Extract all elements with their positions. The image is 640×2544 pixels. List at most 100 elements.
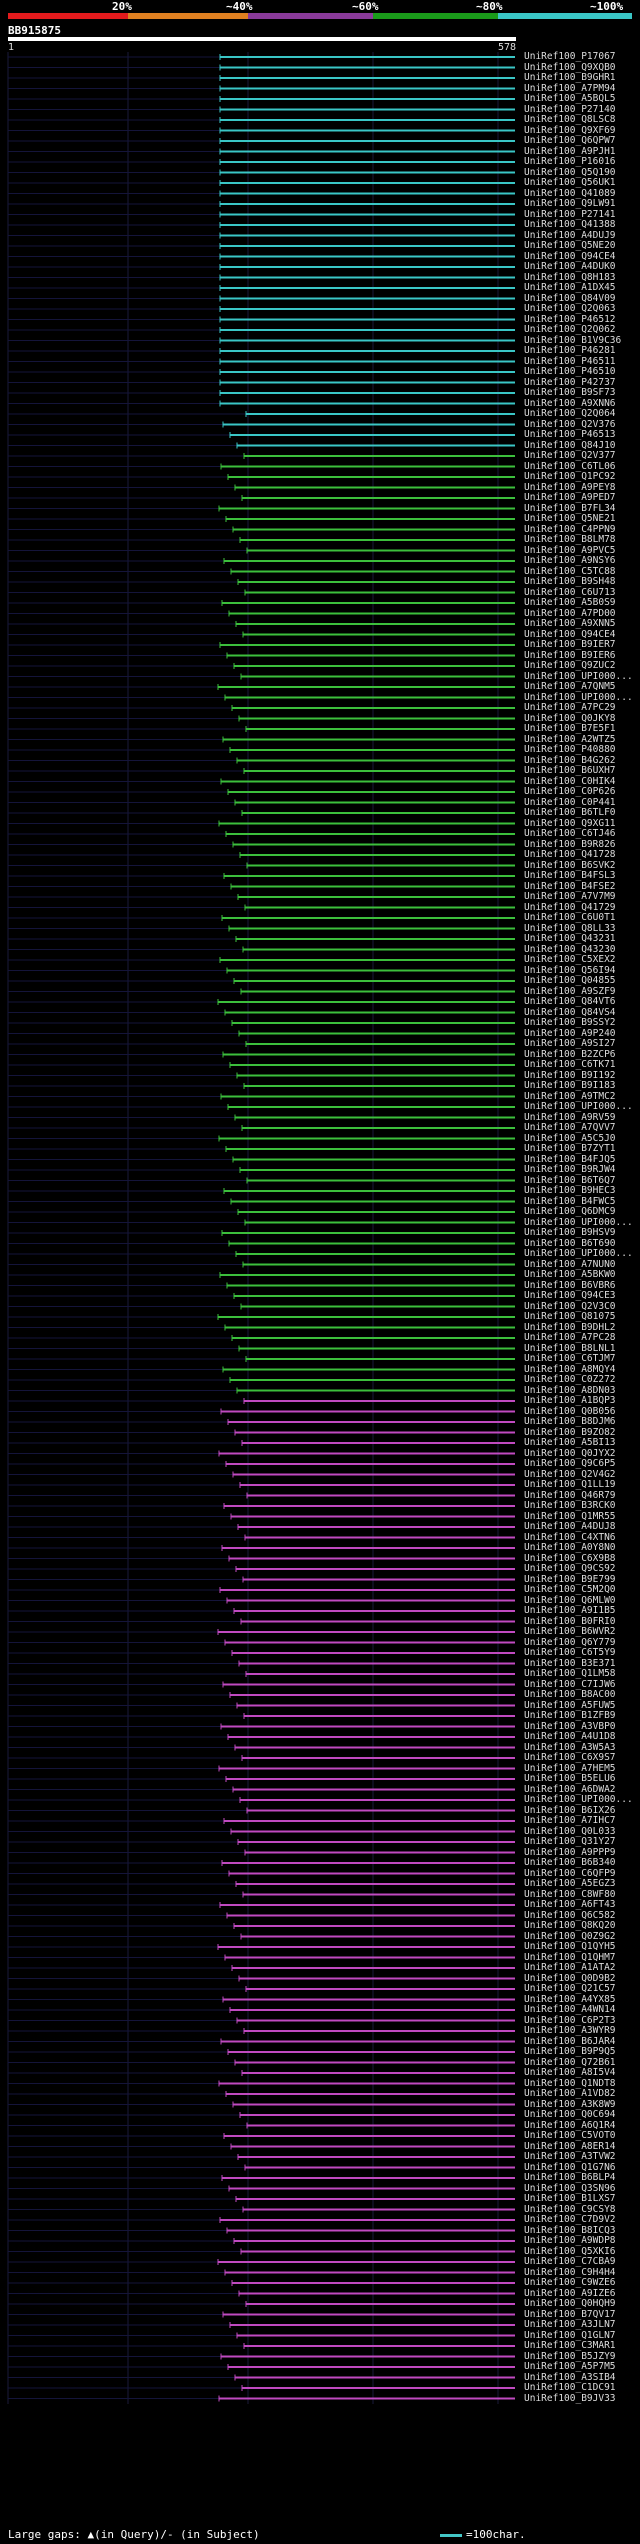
hit-label[interactable]: UniRef100_Q84VS4 xyxy=(524,1006,616,1018)
hit-label[interactable]: UniRef100_B6T690 xyxy=(524,1237,616,1249)
hit-label[interactable]: UniRef100_Q04855 xyxy=(524,975,616,986)
hit-label[interactable]: UniRef100_A1BQP3 xyxy=(524,1395,616,1406)
hit-label[interactable]: UniRef100_Q1NDT8 xyxy=(524,2077,616,2089)
hit-label[interactable]: UniRef100_B9HSV9 xyxy=(524,1227,616,1238)
hit-label[interactable]: UniRef100_Q2V376 xyxy=(524,418,616,430)
hit-label[interactable]: UniRef100_B9SH48 xyxy=(524,576,616,587)
hit-label[interactable]: UniRef100_P40880 xyxy=(524,744,616,755)
hit-label[interactable]: UniRef100_B6BLP4 xyxy=(524,2172,616,2183)
hit-label[interactable]: UniRef100_B8LM78 xyxy=(524,534,616,545)
hit-label[interactable]: UniRef100_B9HEC3 xyxy=(524,1185,616,1196)
hit-label[interactable]: UniRef100_B0FRI0 xyxy=(524,1615,616,1627)
hit-label[interactable]: UniRef100_Q6QPW7 xyxy=(524,135,616,146)
hit-label[interactable]: UniRef100_A3W5A3 xyxy=(524,1741,616,1753)
hit-label[interactable]: UniRef100_A7PC28 xyxy=(524,1332,616,1343)
hit-label[interactable]: UniRef100_B9IER7 xyxy=(524,639,616,650)
hit-label[interactable]: UniRef100_B5ELU6 xyxy=(524,1773,616,1784)
hit-label[interactable]: UniRef100_B9SSY2 xyxy=(524,1017,616,1028)
hit-label[interactable]: UniRef100_B4FJQ5 xyxy=(524,1153,616,1165)
hit-label[interactable]: UniRef100_B9JV33 xyxy=(524,2392,616,2404)
hit-label[interactable]: UniRef100_C9CSY8 xyxy=(524,2203,616,2215)
hit-label[interactable]: UniRef100_Q1LL19 xyxy=(524,1479,616,1490)
hit-label[interactable]: UniRef100_UPI000... xyxy=(524,1248,633,1259)
hit-label[interactable]: UniRef100_Q43230 xyxy=(524,943,616,955)
hit-label[interactable]: UniRef100_P42737 xyxy=(524,376,616,388)
hit-label[interactable]: UniRef100_Q56UK1 xyxy=(524,177,616,188)
hit-label[interactable]: UniRef100_Q94CE3 xyxy=(524,1290,616,1301)
hit-label[interactable]: UniRef100_P27140 xyxy=(524,103,616,115)
hit-label[interactable]: UniRef100_A7QVV7 xyxy=(524,1122,616,1133)
hit-label[interactable]: UniRef100_C9H4H4 xyxy=(524,2266,616,2278)
hit-label[interactable]: UniRef100_Q31Y27 xyxy=(524,1836,616,1847)
hit-label[interactable]: UniRef100_A5P7M5 xyxy=(524,2361,616,2372)
hit-label[interactable]: UniRef100_P46512 xyxy=(524,313,616,325)
hit-label[interactable]: UniRef100_A5BKW0 xyxy=(524,1269,616,1280)
hit-label[interactable]: UniRef100_Q8KQ20 xyxy=(524,1920,616,1931)
hit-label[interactable]: UniRef100_Q2Q064 xyxy=(524,408,616,419)
hit-label[interactable]: UniRef100_A5C5J0 xyxy=(524,1132,616,1144)
hit-label[interactable]: UniRef100_A4WN14 xyxy=(524,2004,616,2015)
hit-label[interactable]: UniRef100_C0Z272 xyxy=(524,1374,616,1385)
hit-label[interactable]: UniRef100_A7PC29 xyxy=(524,702,616,713)
hit-label[interactable]: UniRef100_A4DUK0 xyxy=(524,261,616,272)
hit-label[interactable]: UniRef100_A9PPP9 xyxy=(524,1846,616,1858)
hit-label[interactable]: UniRef100_P46513 xyxy=(524,429,616,440)
hit-label[interactable]: UniRef100_A5EGZ3 xyxy=(524,1878,616,1889)
hit-label[interactable]: UniRef100_C6P2T3 xyxy=(524,2014,616,2026)
hit-label[interactable]: UniRef100_Q41089 xyxy=(524,187,616,199)
hit-label[interactable]: UniRef100_Q6DMC9 xyxy=(524,1206,616,1217)
hit-label[interactable]: UniRef100_A9I1B5 xyxy=(524,1605,616,1616)
hit-label[interactable]: UniRef100_Q41729 xyxy=(524,901,616,913)
hit-label[interactable]: UniRef100_Q9ZUC2 xyxy=(524,660,616,671)
hit-label[interactable]: UniRef100_Q9XF69 xyxy=(524,124,616,136)
hit-label[interactable]: UniRef100_Q9XG11 xyxy=(524,817,616,829)
hit-label[interactable]: UniRef100_P16016 xyxy=(524,156,616,167)
hit-label[interactable]: UniRef100_Q0C694 xyxy=(524,2109,616,2120)
hit-label[interactable]: UniRef100_B3RCK0 xyxy=(524,1500,616,1511)
hit-label[interactable]: UniRef100_Q0Z9G2 xyxy=(524,1930,616,1942)
hit-label[interactable]: UniRef100_C6TJ46 xyxy=(524,828,616,839)
hit-label[interactable]: UniRef100_Q0D9B2 xyxy=(524,1972,616,1984)
hit-label[interactable]: UniRef100_B9I183 xyxy=(524,1080,616,1091)
hit-label[interactable]: UniRef100_Q94CE4 xyxy=(524,628,616,640)
hit-label[interactable]: UniRef100_Q1QHM7 xyxy=(524,1951,616,1963)
hit-label[interactable]: UniRef100_Q0B056 xyxy=(524,1405,616,1417)
hit-label[interactable]: UniRef100_B9DHL2 xyxy=(524,1321,616,1333)
hit-label[interactable]: UniRef100_A5FUW5 xyxy=(524,1699,616,1711)
hit-label[interactable]: UniRef100_A6Q1R4 xyxy=(524,2119,616,2131)
hit-label[interactable]: UniRef100_C4PPN9 xyxy=(524,523,616,535)
hit-label[interactable]: UniRef100_Q5NE21 xyxy=(524,513,616,524)
hit-label[interactable]: UniRef100_B5JZY9 xyxy=(524,2350,616,2362)
hit-label[interactable]: UniRef100_Q6Y779 xyxy=(524,1636,616,1648)
hit-label[interactable]: UniRef100_Q5XKI6 xyxy=(524,2245,616,2257)
hit-label[interactable]: UniRef100_A9SZF9 xyxy=(524,985,616,997)
hit-label[interactable]: UniRef100_B9SF73 xyxy=(524,387,616,398)
hit-label[interactable]: UniRef100_Q2V4G2 xyxy=(524,1468,616,1480)
hit-label[interactable]: UniRef100_B6IX26 xyxy=(524,1804,616,1816)
hit-label[interactable]: UniRef100_Q46R79 xyxy=(524,1489,616,1501)
hit-label[interactable]: UniRef100_C0HIK4 xyxy=(524,775,616,787)
hit-label[interactable]: UniRef100_Q41388 xyxy=(524,219,616,230)
hit-label[interactable]: UniRef100_C6T5Y9 xyxy=(524,1647,616,1658)
hit-label[interactable]: UniRef100_Q21C57 xyxy=(524,1983,616,1994)
hit-label[interactable]: UniRef100_A9PJH1 xyxy=(524,145,616,157)
hit-label[interactable]: UniRef100_B7QV17 xyxy=(524,2308,616,2320)
hit-label[interactable]: UniRef100_A0Y8N0 xyxy=(524,1542,616,1553)
hit-label[interactable]: UniRef100_A9PEY8 xyxy=(524,481,616,493)
hit-label[interactable]: UniRef100_C6X9S7 xyxy=(524,1752,616,1763)
hit-label[interactable]: UniRef100_A4YX85 xyxy=(524,1993,616,2005)
hit-label[interactable]: UniRef100_B6VBR6 xyxy=(524,1279,616,1291)
hit-label[interactable]: UniRef100_Q2V377 xyxy=(524,450,616,461)
hit-label[interactable]: UniRef100_B6JAR4 xyxy=(524,2035,616,2047)
hit-label[interactable]: UniRef100_B8AC00 xyxy=(524,1689,616,1700)
hit-label[interactable]: UniRef100_A8ER14 xyxy=(524,2140,616,2152)
hit-label[interactable]: UniRef100_Q3SN96 xyxy=(524,2182,616,2194)
hit-label[interactable]: UniRef100_B9R826 xyxy=(524,838,616,850)
hit-label[interactable]: UniRef100_Q84VT6 xyxy=(524,996,616,1007)
hit-label[interactable]: UniRef100_A3SIB4 xyxy=(524,2371,616,2383)
hit-label[interactable]: UniRef100_A8DN03 xyxy=(524,1384,616,1396)
hit-label[interactable]: UniRef100_Q0JYX2 xyxy=(524,1447,616,1459)
hit-label[interactable]: UniRef100_A9XNN5 xyxy=(524,618,616,629)
hit-label[interactable]: UniRef100_C6U713 xyxy=(524,586,616,598)
hit-label[interactable]: UniRef100_A7PM94 xyxy=(524,82,616,94)
